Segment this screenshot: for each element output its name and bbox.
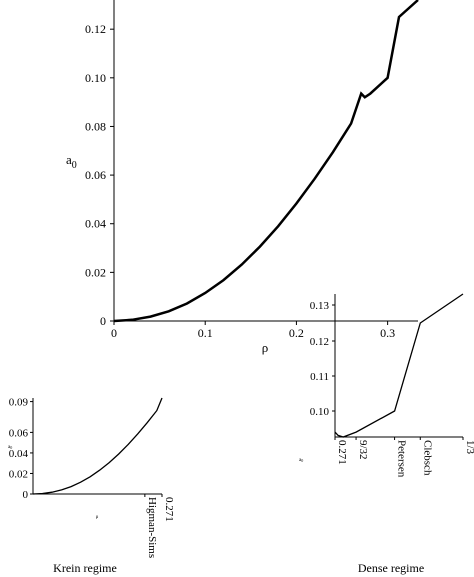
main-ytick-label: 0.12: [85, 22, 106, 36]
krein-xtick-label: 0.271: [163, 497, 175, 522]
dense-x-ticks: 0.271 9/32 1/3 Petersen Clebsch: [334, 437, 474, 478]
main-ylabel: a0: [66, 152, 77, 171]
dense-title: Dense regime: [358, 561, 424, 575]
dense-annotation-label: Petersen: [396, 440, 408, 478]
main-ytick-label: 0.04: [85, 217, 106, 231]
main-ylabel-sub: 0: [72, 160, 77, 171]
krein-x-ticks: 0.271 Higman-Sims: [144, 494, 175, 558]
dense-xtick-label: 9/32: [357, 440, 369, 460]
main-ytick-label: 0.10: [85, 71, 106, 85]
dense-annotation-label: Clebsch: [421, 440, 433, 476]
krein-ytick-label: 0.06: [9, 427, 29, 439]
main-xtick-label: 0.1: [198, 326, 213, 340]
main-chart: 0 0.1 0.2 0.3 0 0.02 0.04 0.06 0.08 0.10 0.12 a 0 …: [66, 0, 419, 355]
main-xtick-label: 0.2: [289, 326, 304, 340]
dense-ytick-label: 0.12: [310, 336, 329, 348]
dense-ytick-label: 0.11: [310, 371, 329, 383]
dense-ylabel-sub: 0: [301, 458, 303, 463]
dense-chart: 0.271 9/32 1/3 Petersen Clebsch 0.10 0.11 0.12…: [299, 293, 474, 575]
main-xlabel: ρ: [262, 340, 269, 355]
main-xtick-label: 0: [111, 326, 117, 340]
dense-ytick-label: 0.13: [310, 300, 330, 312]
dense-ytick-label: 0.10: [310, 406, 330, 418]
dense-y-ticks: 0.10 0.11 0.12 0.13: [310, 300, 335, 418]
main-ytick-label: 0: [100, 314, 106, 328]
main-y-ticks: 0 0.02 0.04 0.06 0.08 0.10 0.12: [85, 22, 114, 328]
main-series-line: [113, 0, 419, 323]
main-ylabel-main: a: [66, 152, 72, 167]
krein-xlabel: ρ: [96, 515, 99, 520]
krein-ytick-label: 0.09: [9, 397, 29, 409]
main-ytick-label: 0.08: [85, 119, 106, 133]
krein-ytick-label: 0: [23, 489, 29, 501]
dense-series-line: [334, 293, 464, 438]
krein-annotation-label: Higman-Sims: [146, 497, 158, 558]
main-x-ticks: 0 0.1 0.2 0.3: [111, 321, 395, 340]
krein-ylabel: a0: [8, 445, 12, 450]
main-ytick-label: 0.06: [85, 168, 106, 182]
krein-ytick-label: 0.04: [9, 448, 29, 460]
krein-title: Krein regime: [53, 561, 117, 575]
krein-ylabel-main: a: [8, 445, 11, 450]
dense-xtick-label: 0.271: [336, 440, 348, 465]
dense-ylabel: a0: [299, 458, 303, 463]
krein-ytick-label: 0.02: [9, 468, 28, 480]
krein-ylabel-sub: 0: [10, 445, 12, 450]
krein-series-line: [32, 397, 163, 495]
krein-y-ticks: 0 0.02 0.04 0.06 0.09: [9, 397, 33, 501]
dense-xtick-label: 1/3: [464, 440, 474, 455]
dense-ylabel-main: a: [299, 458, 302, 463]
main-ytick-label: 0.02: [85, 265, 106, 279]
main-xtick-label: 0.3: [380, 326, 395, 340]
